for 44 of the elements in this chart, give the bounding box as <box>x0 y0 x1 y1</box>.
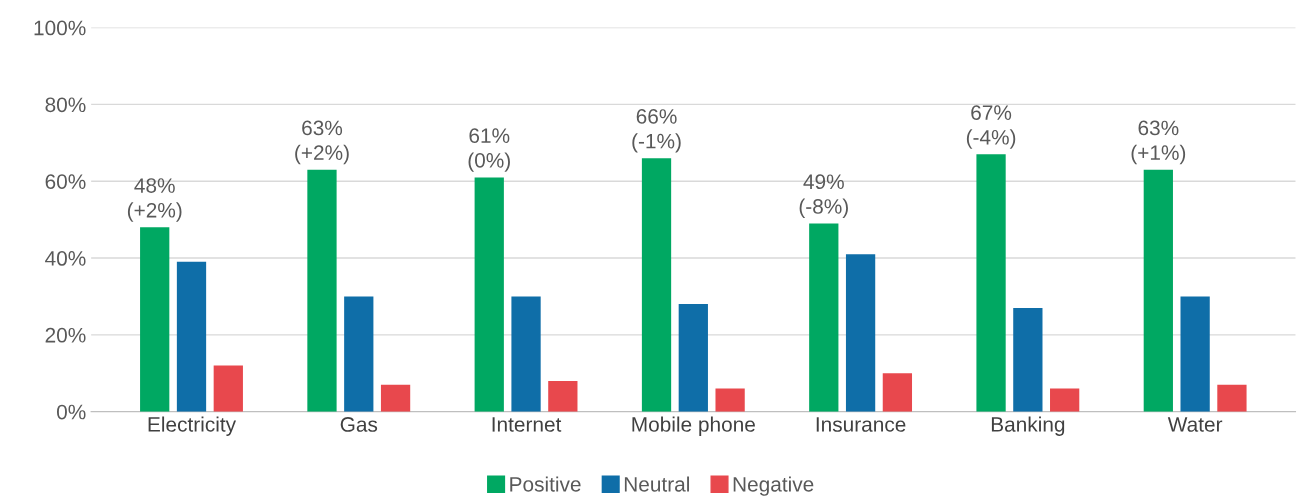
bar <box>140 227 170 412</box>
bar <box>715 388 745 412</box>
bar <box>1180 296 1210 412</box>
bar <box>1013 307 1043 412</box>
x-tick-label: Insurance <box>816 417 906 432</box>
bar <box>1217 384 1247 412</box>
bar <box>1050 388 1080 412</box>
bar <box>882 373 913 412</box>
bar <box>845 254 876 412</box>
bar <box>176 261 207 412</box>
x-tick-label: Mobile phone <box>632 416 755 436</box>
x-tick-label: Gas <box>340 417 378 432</box>
bar <box>511 296 541 412</box>
data-label: 66% (-1%) <box>632 109 681 153</box>
x-tick-label: Electricity <box>148 416 237 436</box>
legend-label: Negative <box>733 476 814 496</box>
data-label: 67% (-4%) <box>966 105 1016 149</box>
bar <box>380 384 411 412</box>
y-tick-label: 80% <box>45 97 86 113</box>
bar <box>678 304 708 412</box>
bar <box>641 158 672 412</box>
legend-label: Neutral <box>624 476 689 492</box>
x-tick-label: Water <box>1167 417 1223 432</box>
y-tick-label: 100% <box>34 20 86 36</box>
y-tick-label: 60% <box>45 174 86 189</box>
legend-label: Positive <box>510 476 581 492</box>
bar <box>1143 169 1173 412</box>
data-label: 63% (+1%) <box>1131 120 1186 165</box>
bar <box>809 223 839 412</box>
data-label: 48% (+2%) <box>127 178 182 222</box>
bar <box>213 365 243 412</box>
bar <box>474 177 504 412</box>
x-tick-label: Banking <box>991 416 1065 436</box>
x-tick-label: Internet <box>492 417 562 432</box>
data-label: 63% (+2%) <box>295 120 349 165</box>
bar <box>307 169 337 412</box>
y-tick-label: 40% <box>45 251 86 266</box>
y-tick-label: 0% <box>56 404 86 420</box>
data-label: 49% (-8%) <box>799 174 848 218</box>
bar <box>548 380 578 412</box>
bar <box>976 154 1006 412</box>
y-tick-label: 20% <box>45 327 86 343</box>
bar <box>344 296 374 412</box>
data-label: 61% (0%) <box>468 128 510 172</box>
